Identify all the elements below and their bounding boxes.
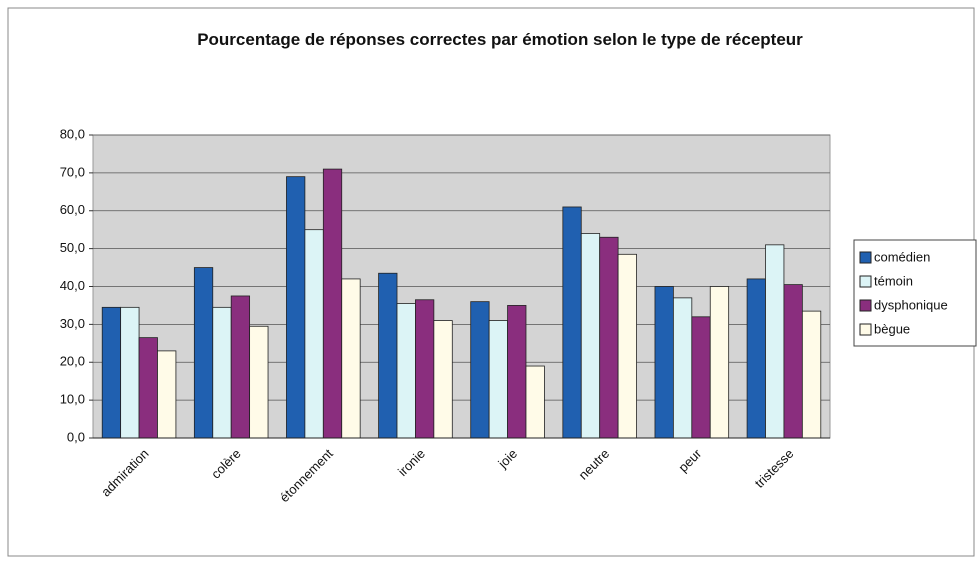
chart-title: Pourcentage de réponses correctes par ém…	[197, 30, 803, 49]
bar	[562, 206, 582, 439]
bar	[378, 272, 398, 439]
legend-swatch	[859, 251, 872, 264]
bar	[488, 320, 508, 439]
bar	[801, 310, 822, 439]
bar	[212, 306, 232, 439]
bar	[249, 325, 269, 439]
x-tick-label: étonnement	[277, 446, 336, 505]
legend-box	[853, 239, 977, 347]
bar	[617, 253, 637, 439]
bar	[157, 350, 177, 439]
bar	[783, 284, 803, 439]
bar	[138, 337, 158, 439]
legend-label: comédien	[874, 249, 930, 264]
bar	[672, 297, 693, 439]
bar	[304, 229, 324, 439]
y-tick-label: 70,0	[60, 164, 85, 179]
y-tick-label: 20,0	[60, 354, 85, 369]
y-tick-label: 50,0	[60, 240, 85, 255]
y-tick-label: 0,0	[67, 429, 85, 444]
bar	[746, 278, 766, 439]
bar	[470, 301, 490, 439]
bar	[599, 236, 619, 439]
bar	[230, 295, 251, 439]
bar	[341, 278, 361, 439]
bar	[765, 244, 785, 439]
x-tick-label: joie	[494, 446, 520, 472]
bar	[691, 316, 711, 439]
legend-label: témoin	[874, 273, 913, 288]
bar	[286, 176, 306, 439]
bar	[709, 286, 730, 439]
bar	[322, 168, 343, 439]
y-tick-label: 10,0	[60, 392, 85, 407]
bar	[396, 303, 416, 439]
bar	[525, 365, 545, 439]
bar	[415, 299, 435, 439]
legend-swatch	[859, 275, 872, 288]
bar	[433, 320, 453, 439]
x-tick-label: peur	[675, 445, 704, 474]
x-tick-label: ironie	[395, 446, 428, 479]
x-tick-label: admiration	[98, 446, 152, 500]
y-tick-label: 40,0	[60, 278, 85, 293]
x-tick-label: neutre	[576, 446, 613, 483]
bar	[193, 267, 214, 439]
legend-label: dysphonique	[874, 297, 948, 312]
bar	[507, 305, 527, 439]
legend-label: bègue	[874, 321, 910, 336]
bar	[101, 306, 122, 439]
y-tick-label: 60,0	[60, 202, 85, 217]
x-tick-label: colère	[208, 446, 244, 482]
bar	[120, 306, 140, 439]
x-tick-label: tristesse	[752, 446, 797, 491]
legend-swatch	[859, 323, 872, 336]
bar	[654, 286, 674, 439]
bar	[580, 233, 601, 439]
y-tick-label: 30,0	[60, 316, 85, 331]
y-tick-label: 80,0	[60, 126, 85, 141]
legend-swatch	[859, 299, 872, 312]
